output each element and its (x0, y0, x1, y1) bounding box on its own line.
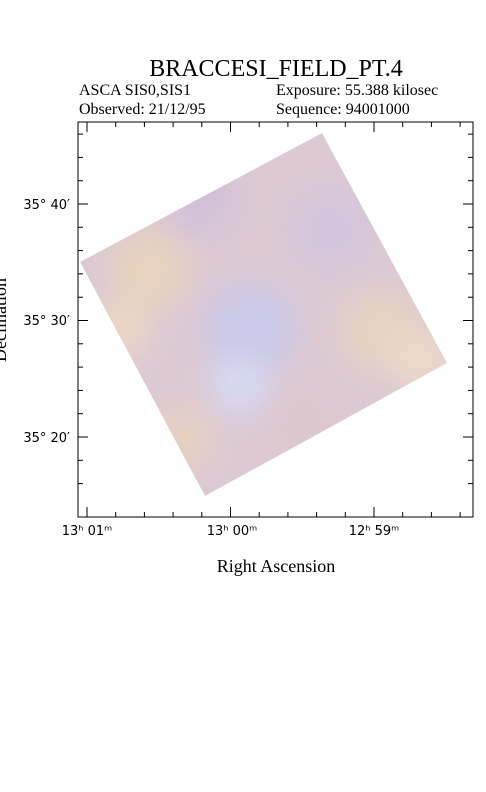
y-tick-label: 35° 20′ (23, 431, 70, 446)
y-tick-label: 35° 40′ (23, 198, 70, 213)
y-axis-label: Declination (0, 278, 10, 362)
y-tick-label: 35° 30′ (23, 314, 70, 329)
exposure: Exposure: 55.388 kilosec (276, 82, 438, 99)
observed: Observed: 21/12/95 (79, 101, 206, 118)
x-tick-label: 13ʰ 00ᵐ (207, 524, 258, 539)
sequence: Sequence: 94001000 (276, 101, 410, 118)
plot-frame (77, 121, 474, 518)
x-tick-label: 13ʰ 01ᵐ (62, 524, 113, 539)
tick-marks (78, 122, 473, 517)
title: BRACCESI_FIELD_PT.4 (149, 56, 403, 82)
instrument: ASCA SIS0,SIS1 (79, 82, 191, 99)
sky-image (80, 133, 447, 496)
x-tick-label: 12ʰ 59ᵐ (349, 524, 400, 539)
x-axis-label: Right Ascension (217, 556, 336, 576)
